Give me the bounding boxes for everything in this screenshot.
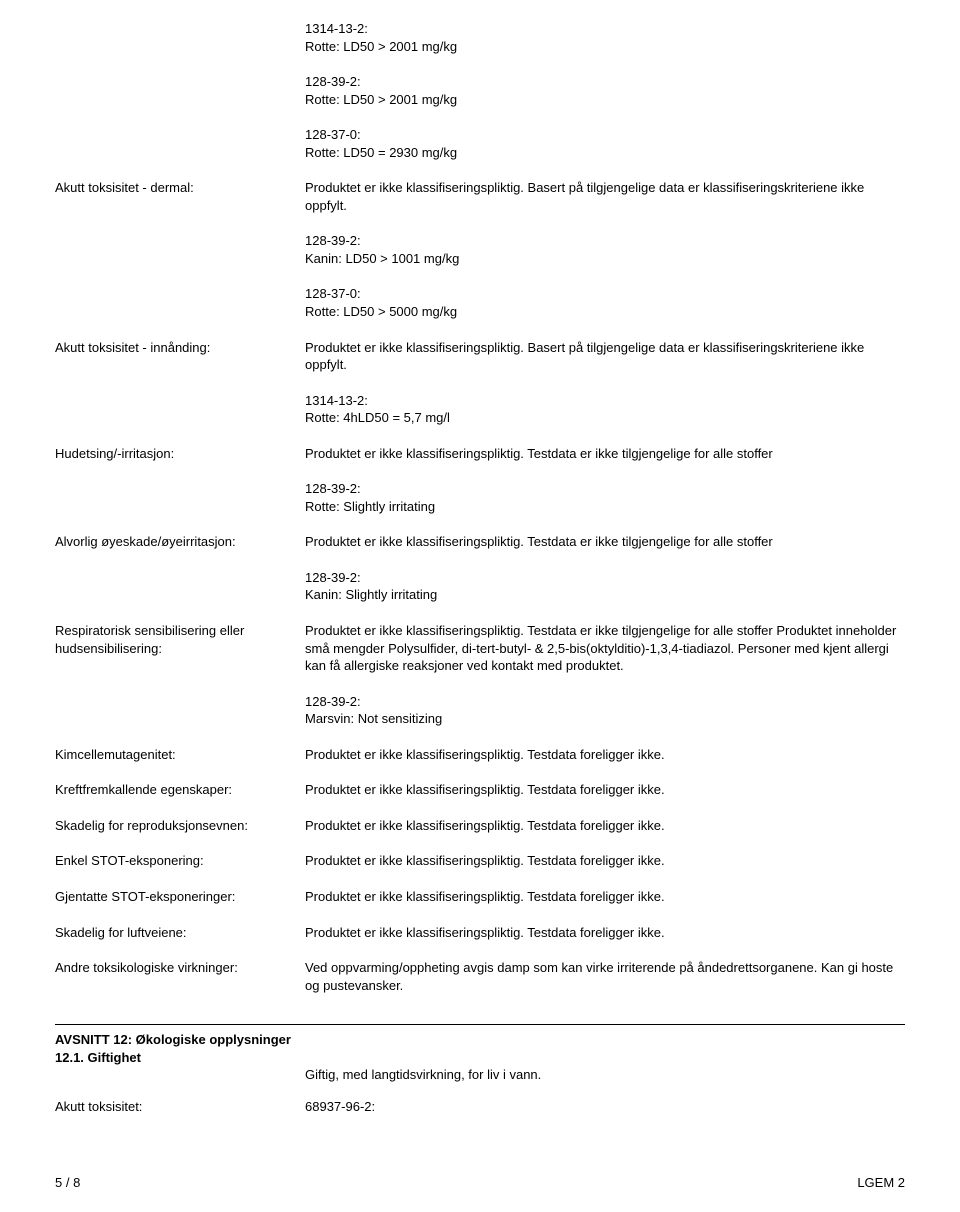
label-inhalation: Akutt toksisitet - innånding: — [55, 339, 305, 374]
dermal-sub-1: 128-37-0: Rotte: LD50 > 5000 mg/kg — [305, 285, 905, 320]
cas-line: Rotte: 4hLD50 = 5,7 mg/l — [305, 409, 905, 427]
dermal-sub-0: 128-39-2: Kanin: LD50 > 1001 mg/kg — [305, 232, 905, 267]
section-12-akutt-row: Akutt toksisitet: 68937-96-2: — [55, 1098, 905, 1116]
simple-text: Produktet er ikke klassifiseringspliktig… — [305, 746, 905, 764]
eye-irr-sub-0: 128-39-2: Kanin: Slightly irritating — [305, 569, 905, 604]
simple-row: Skadelig for reproduksjonsevnen: Produkt… — [55, 817, 905, 835]
cas: 128-39-2: — [305, 569, 905, 587]
simple-row: Kimcellemutagenitet: Produktet er ikke k… — [55, 746, 905, 764]
label-eye-irr: Alvorlig øyeskade/øyeirritasjon: — [55, 533, 305, 551]
top-block-0: 1314-13-2: Rotte: LD50 > 2001 mg/kg — [305, 20, 905, 55]
label-resp-sens: Respiratorisk sensibilisering eller huds… — [55, 622, 305, 675]
text-dermal: Produktet er ikke klassifiseringspliktig… — [305, 179, 905, 214]
section-12-intro-row: Giftig, med langtidsvirkning, for liv i … — [55, 1066, 905, 1084]
simple-row: Gjentatte STOT-eksponeringer: Produktet … — [55, 888, 905, 906]
skin-irr-sub-0: 128-39-2: Rotte: Slightly irritating — [305, 480, 905, 515]
text-resp-sens: Produktet er ikke klassifiseringspliktig… — [305, 622, 905, 675]
simple-row: Andre toksikologiske virkninger: Ved opp… — [55, 959, 905, 994]
cas: 128-39-2: — [305, 480, 905, 498]
text-eye-irr: Produktet er ikke klassifiseringspliktig… — [305, 533, 905, 551]
section-12-akutt-label: Akutt toksisitet: — [55, 1098, 305, 1116]
cas-line: Rotte: LD50 > 2001 mg/kg — [305, 38, 905, 56]
text-skin-irr: Produktet er ikke klassifiseringspliktig… — [305, 445, 905, 463]
section-12-sub: 12.1. Giftighet — [55, 1049, 905, 1067]
cas: 1314-13-2: — [305, 20, 905, 38]
simple-label: Skadelig for reproduksjonsevnen: — [55, 817, 305, 835]
resp-sens-sub-0: 128-39-2: Marsvin: Not sensitizing — [305, 693, 905, 728]
section-12-intro: Giftig, med langtidsvirkning, for liv i … — [305, 1066, 905, 1084]
label-dermal: Akutt toksisitet - dermal: — [55, 179, 305, 214]
cas-line: Kanin: Slightly irritating — [305, 586, 905, 604]
top-block-1: 128-39-2: Rotte: LD50 > 2001 mg/kg — [305, 73, 905, 108]
page-footer: 5 / 8 LGEM 2 — [55, 1174, 905, 1192]
cas: 1314-13-2: — [305, 392, 905, 410]
cas: 128-39-2: — [305, 73, 905, 91]
simple-label: Andre toksikologiske virkninger: — [55, 959, 305, 994]
simple-label: Skadelig for luftveiene: — [55, 924, 305, 942]
section-12-heading: AVSNITT 12: Økologiske opplysninger — [55, 1031, 905, 1049]
cas-line: Rotte: LD50 = 2930 mg/kg — [305, 144, 905, 162]
simple-row: Enkel STOT-eksponering: Produktet er ikk… — [55, 852, 905, 870]
simple-text: Produktet er ikke klassifiseringspliktig… — [305, 817, 905, 835]
row-dermal: Akutt toksisitet - dermal: Produktet er … — [55, 179, 905, 214]
simple-text: Ved oppvarming/oppheting avgis damp som … — [305, 959, 905, 994]
row-skin-irr: Hudetsing/-irritasjon: Produktet er ikke… — [55, 445, 905, 463]
text-inhalation: Produktet er ikke klassifiseringspliktig… — [305, 339, 905, 374]
row-eye-irr: Alvorlig øyeskade/øyeirritasjon: Produkt… — [55, 533, 905, 551]
simple-label: Kreftfremkallende egenskaper: — [55, 781, 305, 799]
cas-line: Kanin: LD50 > 1001 mg/kg — [305, 250, 905, 268]
top-block-2: 128-37-0: Rotte: LD50 = 2930 mg/kg — [305, 126, 905, 161]
cas: 128-39-2: — [305, 693, 905, 711]
simple-row: Kreftfremkallende egenskaper: Produktet … — [55, 781, 905, 799]
cas-line: Marsvin: Not sensitizing — [305, 710, 905, 728]
cas: 128-37-0: — [305, 285, 905, 303]
cas-line: Rotte: LD50 > 2001 mg/kg — [305, 91, 905, 109]
simple-text: Produktet er ikke klassifiseringspliktig… — [305, 781, 905, 799]
section-12-akutt-value: 68937-96-2: — [305, 1098, 905, 1116]
simple-text: Produktet er ikke klassifiseringspliktig… — [305, 888, 905, 906]
row-resp-sens: Respiratorisk sensibilisering eller huds… — [55, 622, 905, 675]
row-inhalation: Akutt toksisitet - innånding: Produktet … — [55, 339, 905, 374]
cas: 128-39-2: — [305, 232, 905, 250]
simple-label: Kimcellemutagenitet: — [55, 746, 305, 764]
simple-text: Produktet er ikke klassifiseringspliktig… — [305, 924, 905, 942]
simple-text: Produktet er ikke klassifiseringspliktig… — [305, 852, 905, 870]
inhalation-sub-0: 1314-13-2: Rotte: 4hLD50 = 5,7 mg/l — [305, 392, 905, 427]
label-skin-irr: Hudetsing/-irritasjon: — [55, 445, 305, 463]
page-number: 5 / 8 — [55, 1174, 80, 1192]
simple-label: Enkel STOT-eksponering: — [55, 852, 305, 870]
cas-line: Rotte: LD50 > 5000 mg/kg — [305, 303, 905, 321]
section-divider — [55, 1024, 905, 1025]
cas: 128-37-0: — [305, 126, 905, 144]
doc-code: LGEM 2 — [857, 1174, 905, 1192]
simple-row: Skadelig for luftveiene: Produktet er ik… — [55, 924, 905, 942]
cas-line: Rotte: Slightly irritating — [305, 498, 905, 516]
simple-label: Gjentatte STOT-eksponeringer: — [55, 888, 305, 906]
